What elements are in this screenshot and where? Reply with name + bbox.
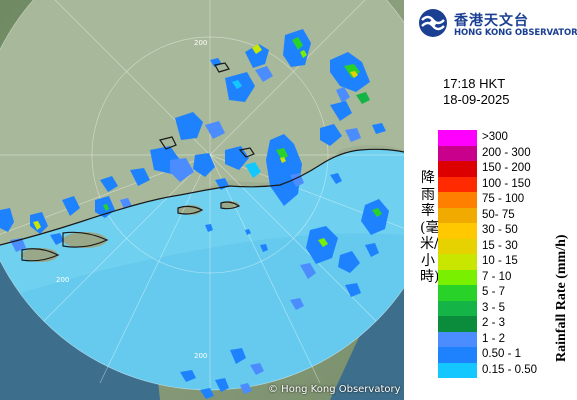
legend-row: 10 - 15 bbox=[438, 254, 568, 270]
range-label: 200 bbox=[194, 352, 207, 360]
legend-label: 15 - 30 bbox=[482, 239, 518, 252]
copyright-label: © Hong Kong Observatory bbox=[268, 384, 401, 395]
legend-swatch bbox=[438, 223, 477, 239]
legend-label: 0.50 - 1 bbox=[482, 348, 521, 360]
legend-row: 75 - 100 bbox=[438, 192, 568, 208]
radar-map-canvas: 200 200 200 bbox=[0, 0, 404, 400]
rainfall-legend: >300 200 - 300 150 - 200 100 - 150 75 - 100 5… bbox=[438, 130, 568, 378]
legend-label: 100 - 150 bbox=[482, 177, 531, 190]
legend-row: 30 - 50 bbox=[438, 223, 568, 239]
legend-swatch bbox=[438, 192, 477, 208]
legend-label: 50- 75 bbox=[482, 208, 515, 221]
range-label: 200 bbox=[194, 39, 207, 47]
radar-map: 200 200 200 bbox=[0, 0, 404, 400]
legend-row: 2 - 3 bbox=[438, 316, 568, 332]
legend-label: 200 - 300 bbox=[482, 146, 531, 159]
legend-swatch bbox=[438, 207, 477, 223]
legend-label: 2 - 3 bbox=[482, 317, 506, 329]
legend-label: 150 - 200 bbox=[482, 162, 531, 174]
legend-row: 3 - 5 bbox=[438, 300, 568, 316]
legend-row: 200 - 300 bbox=[438, 145, 568, 161]
legend-swatch bbox=[438, 130, 477, 146]
legend-label: 3 - 5 bbox=[482, 301, 506, 314]
legend-swatch bbox=[438, 269, 477, 285]
info-panel: 香港天文台 HONG KONG OBSERVATORY 17:18 HKT 18… bbox=[404, 0, 577, 400]
legend-row: >300 bbox=[438, 130, 568, 146]
legend-swatch bbox=[438, 176, 477, 192]
legend-swatch bbox=[438, 238, 477, 254]
hko-logo: 香港天文台 HONG KONG OBSERVATORY bbox=[412, 6, 577, 40]
legend-row: 7 - 10 bbox=[438, 269, 568, 285]
legend-row: 50- 75 bbox=[438, 207, 568, 223]
legend-swatch bbox=[438, 347, 477, 363]
legend-row: 0.50 - 1 bbox=[438, 347, 568, 363]
legend-swatch bbox=[438, 300, 477, 316]
observation-date: 18-09-2025 bbox=[443, 92, 510, 107]
legend-row: 100 - 150 bbox=[438, 176, 568, 192]
legend-title-english: Rainfall Rate (mm/h) bbox=[554, 234, 569, 362]
coastlines bbox=[0, 62, 404, 262]
legend-row: 0.15 - 0.50 bbox=[438, 362, 568, 378]
legend-swatch bbox=[438, 316, 477, 332]
legend-label: 10 - 15 bbox=[482, 255, 518, 267]
observation-time: 17:18 HKT bbox=[443, 76, 506, 91]
legend-swatch bbox=[438, 331, 477, 347]
legend-swatch bbox=[438, 254, 477, 270]
logo-name-chinese: 香港天文台 bbox=[454, 13, 529, 29]
range-label: 200 bbox=[56, 276, 69, 284]
legend-row: 5 - 7 bbox=[438, 285, 568, 301]
legend-title-chinese: 降雨率(毫米/小時) bbox=[420, 170, 440, 285]
legend-label: 7 - 10 bbox=[482, 270, 512, 283]
legend-swatch bbox=[438, 285, 477, 301]
legend-row: 15 - 30 bbox=[438, 238, 568, 254]
legend-label: 1 - 2 bbox=[482, 332, 506, 345]
legend-swatch bbox=[438, 161, 477, 177]
legend-label: 75 - 100 bbox=[482, 193, 525, 205]
legend-row: 1 - 2 bbox=[438, 331, 568, 347]
legend-label: 30 - 50 bbox=[482, 224, 518, 236]
legend-label: >300 bbox=[482, 131, 508, 143]
legend-row: 150 - 200 bbox=[438, 161, 568, 177]
legend-swatch bbox=[438, 362, 477, 378]
legend-label: 0.15 - 0.50 bbox=[482, 363, 537, 376]
hko-emblem-icon bbox=[419, 9, 447, 37]
legend-swatch bbox=[438, 145, 477, 161]
rain-echoes bbox=[0, 29, 389, 399]
logo-name-english: HONG KONG OBSERVATORY bbox=[454, 28, 577, 38]
legend-label: 5 - 7 bbox=[482, 286, 506, 298]
